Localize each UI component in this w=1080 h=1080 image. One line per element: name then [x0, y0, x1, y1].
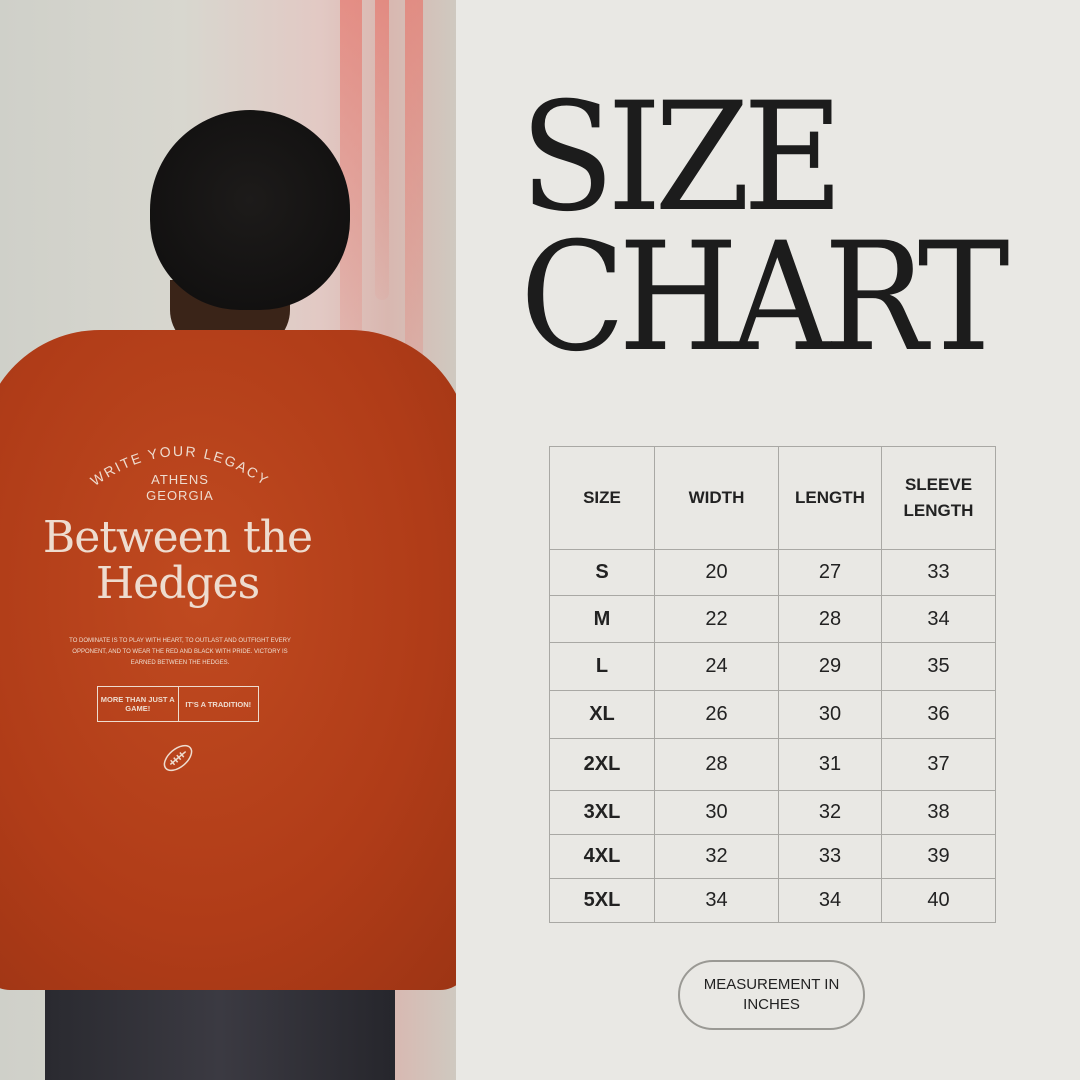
- value-cell: 30: [778, 690, 882, 739]
- size-cell: XL: [549, 690, 655, 739]
- table-row: XL 26 30 36: [549, 690, 996, 739]
- size-cell: 3XL: [549, 790, 655, 835]
- table-header-row: SIZE WIDTH LENGTH SLEEVE LENGTH: [549, 446, 996, 550]
- value-cell: 39: [881, 834, 996, 879]
- paint-streak: [340, 0, 362, 420]
- value-cell: 29: [778, 642, 882, 691]
- head: [150, 110, 350, 310]
- value-cell: 40: [881, 878, 996, 923]
- value-cell: 26: [654, 690, 779, 739]
- value-cell: 28: [778, 595, 882, 643]
- value-cell: 34: [778, 878, 882, 923]
- unit-note: MEASUREMENT IN INCHES: [678, 960, 865, 1030]
- size-cell: 4XL: [549, 834, 655, 879]
- paint-streak: [375, 0, 389, 300]
- value-cell: 34: [881, 595, 996, 643]
- header-cell: LENGTH: [778, 446, 882, 550]
- size-cell: S: [549, 549, 655, 596]
- slogan-boxes: MORE THAN JUST A GAME! IT'S A TRADITION!: [97, 686, 259, 722]
- size-cell: M: [549, 595, 655, 643]
- value-cell: 22: [654, 595, 779, 643]
- location-text: ATHENS GEORGIA: [146, 472, 214, 503]
- value-cell: 32: [778, 790, 882, 835]
- header-cell: SLEEVE LENGTH: [881, 446, 996, 550]
- value-cell: 31: [778, 738, 882, 791]
- table-row: 3XL 30 32 38: [549, 790, 996, 835]
- value-cell: 35: [881, 642, 996, 691]
- table-row: M 22 28 34: [549, 595, 996, 643]
- headline: Between the Hedges: [42, 512, 313, 609]
- table-row: S 20 27 33: [549, 549, 996, 596]
- table-row: 4XL 32 33 39: [549, 834, 996, 879]
- value-cell: 33: [881, 549, 996, 596]
- size-cell: 2XL: [549, 738, 655, 791]
- value-cell: 28: [654, 738, 779, 791]
- value-cell: 38: [881, 790, 996, 835]
- value-cell: 34: [654, 878, 779, 923]
- value-cell: 24: [654, 642, 779, 691]
- table-row: 2XL 28 31 37: [549, 738, 996, 791]
- football-icon: [163, 744, 193, 772]
- table-row: 5XL 34 34 40: [549, 878, 996, 923]
- size-table: SIZE WIDTH LENGTH SLEEVE LENGTH S 20 27 33 M…: [549, 446, 996, 923]
- size-cell: L: [549, 642, 655, 691]
- size-cell: 5XL: [549, 878, 655, 923]
- header-cell: WIDTH: [654, 446, 779, 550]
- slogan-left: MORE THAN JUST A GAME!: [98, 687, 179, 721]
- arc-text: WRITE YOUR LEGACY: [88, 443, 271, 489]
- value-cell: 33: [778, 834, 882, 879]
- sweatshirt: [0, 330, 456, 990]
- product-photo: WRITE YOUR LEGACY ATHENS GEORGIA Between …: [0, 0, 456, 1080]
- value-cell: 27: [778, 549, 882, 596]
- page-title: SIZE CHART: [520, 71, 1010, 385]
- value-cell: 20: [654, 549, 779, 596]
- value-cell: 37: [881, 738, 996, 791]
- slogan-right: IT'S A TRADITION!: [185, 699, 252, 709]
- value-cell: 32: [654, 834, 779, 879]
- table-row: L 24 29 35: [549, 642, 996, 691]
- header-cell: SIZE: [549, 446, 655, 550]
- value-cell: 36: [881, 690, 996, 739]
- blurb-text: TO DOMINATE IS TO PLAY WITH HEART, TO OU…: [69, 638, 291, 666]
- value-cell: 30: [654, 790, 779, 835]
